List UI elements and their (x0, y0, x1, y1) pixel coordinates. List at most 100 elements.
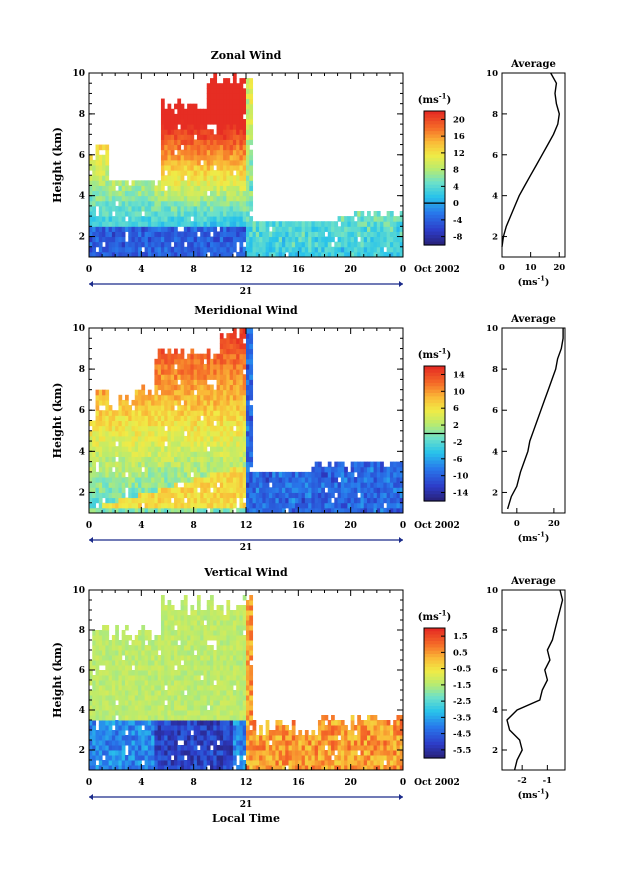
heatmap-cell (210, 456, 214, 463)
heatmap-cell (167, 159, 172, 166)
heatmap-cell (190, 710, 195, 716)
heatmap-cell (399, 236, 404, 243)
colorbar-swatch (424, 413, 445, 418)
heatmap-cell (213, 221, 218, 227)
heatmap-cell (200, 420, 204, 427)
heatmap-cell (180, 680, 185, 686)
heatmap-cell (164, 420, 168, 427)
heatmap-cell (115, 226, 119, 232)
heatmap-cell (134, 456, 139, 463)
heatmap-cell (196, 760, 201, 766)
heatmap-cell (89, 190, 93, 197)
heatmap-cell (121, 185, 126, 192)
heatmap-cell (298, 231, 303, 238)
heatmap-cell (147, 645, 152, 651)
heatmap-cell (190, 700, 195, 706)
heatmap-cell (180, 695, 185, 701)
heatmap-cell (193, 108, 198, 115)
heatmap-cell (350, 246, 355, 253)
heatmap-cell (301, 471, 306, 478)
heatmap-cell (255, 492, 260, 499)
heatmap-cell (367, 246, 371, 253)
heatmap-cell (281, 226, 286, 232)
heatmap-cell (223, 241, 227, 248)
heatmap-cell (187, 645, 191, 651)
heatmap-cell (213, 246, 218, 253)
heatmap-cell (236, 195, 240, 202)
heatmap-cell (157, 399, 162, 406)
heatmap-cell (223, 725, 227, 731)
heatmap-cell (102, 389, 106, 396)
heatmap-cell (180, 451, 185, 457)
heatmap-cell (239, 374, 244, 380)
heatmap-cell (138, 660, 142, 666)
heatmap-cell (288, 221, 293, 227)
heatmap-cell (180, 620, 185, 626)
heatmap-cell (206, 425, 211, 432)
heatmap-cell (190, 451, 195, 457)
heatmap-cell (190, 200, 195, 207)
heatmap-cell (170, 750, 175, 756)
heatmap-cell (210, 650, 214, 656)
heatmap-cell (174, 745, 178, 751)
heatmap-cell (380, 221, 384, 227)
heatmap-cell (95, 226, 100, 232)
heatmap-cell (370, 507, 375, 514)
heatmap-cell (210, 441, 214, 447)
heatmap-cell (203, 180, 208, 186)
heatmap-cell (219, 180, 224, 186)
heatmap-cell (190, 415, 195, 421)
heatmap-cell (138, 705, 142, 711)
heatmap-cell (216, 502, 221, 509)
heatmap-cell (236, 507, 240, 514)
heatmap-cell (226, 384, 231, 391)
heatmap-cell (203, 502, 208, 509)
heatmap-cell (242, 226, 247, 232)
heatmap-cell (98, 180, 103, 186)
heatmap-cell (226, 399, 231, 406)
heatmap-cell (89, 251, 93, 258)
heatmap-cell (187, 497, 191, 504)
heatmap-cell (134, 205, 139, 212)
heatmap-cell (268, 477, 273, 483)
heatmap-cell (242, 487, 247, 493)
heatmap-cell (249, 170, 254, 176)
heatmap-cell (190, 655, 195, 661)
heatmap-cell (124, 735, 129, 741)
heatmap-cell (223, 466, 227, 473)
heatmap-cell (138, 700, 142, 706)
heatmap-cell (196, 477, 201, 483)
heatmap-cell (295, 487, 299, 493)
heatmap-cell (124, 760, 129, 766)
heatmap-cell (190, 384, 195, 391)
heatmap-cell (108, 425, 113, 432)
heatmap-cell (170, 461, 175, 468)
heatmap-cell (226, 216, 231, 222)
heatmap-cell (223, 461, 227, 468)
heatmap-cell (141, 715, 146, 721)
heatmap-cell (157, 700, 162, 706)
heatmap-cell (180, 384, 185, 391)
heatmap-cell (327, 507, 332, 514)
heatmap-cell (226, 195, 231, 202)
heatmap-cell (213, 200, 218, 207)
heatmap-cell (242, 246, 247, 253)
heatmap-cell (331, 231, 335, 238)
heatmap-cell (121, 700, 126, 706)
heatmap-cell (196, 605, 201, 611)
heatmap-cell (170, 615, 175, 621)
heatmap-cell (102, 502, 106, 509)
heatmap-cell (105, 456, 110, 463)
heatmap-cell (141, 456, 146, 463)
heatmap-cell (187, 149, 191, 156)
heatmap-cell (174, 216, 178, 222)
heatmap-cell (174, 384, 178, 391)
heatmap-cell (360, 502, 365, 509)
heatmap-cell (134, 487, 139, 493)
heatmap-cell (239, 251, 244, 258)
heatmap-cell (239, 108, 244, 115)
heatmap-cell (95, 482, 100, 488)
heatmap-cell (206, 630, 211, 636)
heatmap-cell (151, 655, 155, 661)
heatmap-cell (350, 221, 355, 227)
